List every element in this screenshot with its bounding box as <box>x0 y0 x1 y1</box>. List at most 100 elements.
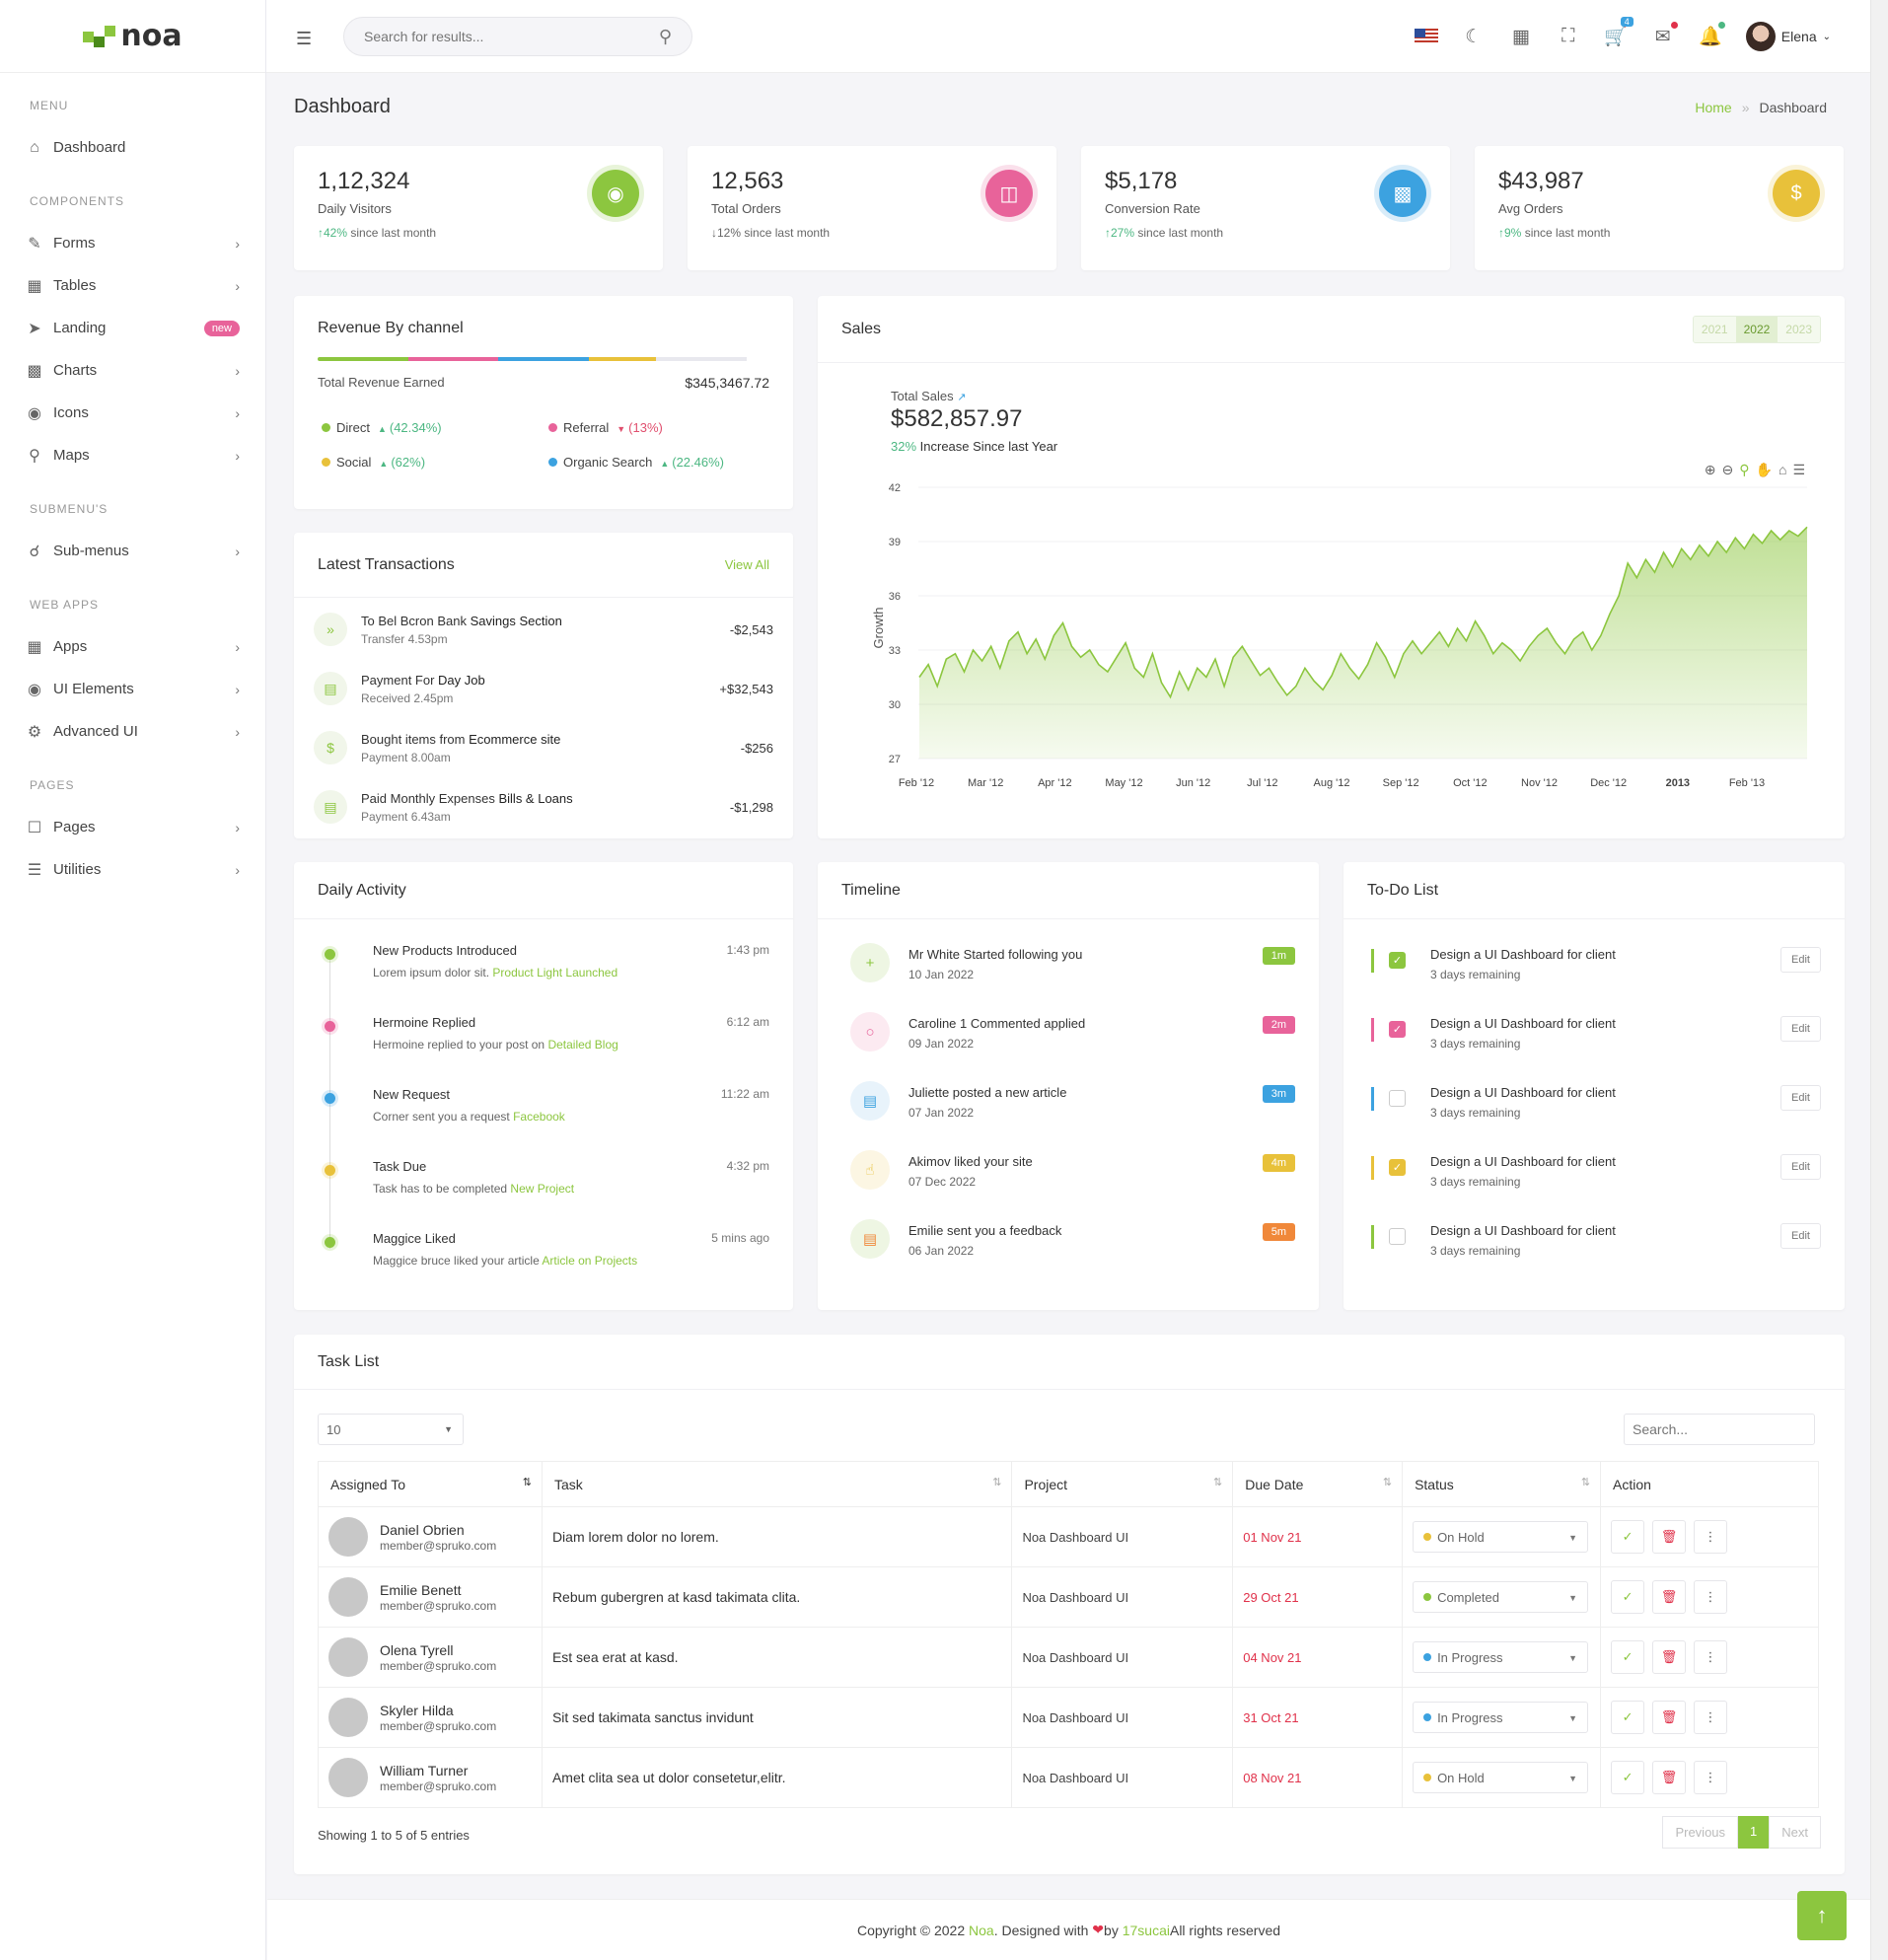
sidebar-item-maps[interactable]: ⚲ Maps › <box>0 434 265 476</box>
todo-edit-button[interactable]: Edit <box>1780 1016 1821 1042</box>
selection-zoom-icon[interactable]: ⚲ <box>1739 462 1750 477</box>
transaction-item[interactable]: ▤ Payment For Day Job Received 2.45pm +$32,… <box>294 659 793 718</box>
todo-edit-button[interactable]: Edit <box>1780 1085 1821 1111</box>
notifications-bell-icon[interactable]: 🔔 <box>1699 22 1725 48</box>
delete-trash-icon[interactable]: 🗑 <box>1652 1520 1687 1554</box>
status-select[interactable]: In Progress ▼ <box>1413 1641 1589 1673</box>
footer-brand-link[interactable]: Noa <box>969 1922 994 1938</box>
sidebar-item-charts[interactable]: ▩ Charts › <box>0 349 265 392</box>
delete-trash-icon[interactable]: 🗑 <box>1652 1640 1687 1674</box>
column-header[interactable]: Action <box>1600 1461 1819 1507</box>
column-header[interactable]: Status ⇅ <box>1402 1461 1602 1507</box>
sidebar-item-tables[interactable]: ▦ Tables › <box>0 264 265 307</box>
sort-arrows-icon[interactable]: ⇅ <box>522 1477 532 1488</box>
delete-trash-icon[interactable]: 🗑 <box>1652 1580 1687 1614</box>
todo-edit-button[interactable]: Edit <box>1780 1154 1821 1180</box>
column-header[interactable]: Assigned To ⇅ <box>318 1461 543 1507</box>
checkbox-unchecked-icon[interactable] <box>1389 1228 1406 1245</box>
pagination-previous[interactable]: Previous <box>1662 1816 1739 1849</box>
logo[interactable]: noa <box>0 0 265 73</box>
task-name: Sit sed takimata sanctus invidunt <box>551 1709 754 1725</box>
apps-grid-icon[interactable]: ▦ <box>1511 26 1530 47</box>
view-all-link[interactable]: View All <box>724 557 769 572</box>
user-plus-icon: + <box>850 943 890 982</box>
year-tab-2021[interactable]: 2021 <box>1693 316 1736 342</box>
checkbox-unchecked-icon[interactable] <box>1389 1090 1406 1107</box>
more-vertical-icon[interactable]: ⋮ <box>1694 1580 1728 1614</box>
sort-arrows-icon[interactable]: ⇅ <box>992 1477 1002 1488</box>
breadcrumb-home[interactable]: Home <box>1695 100 1732 115</box>
fullscreen-icon[interactable]: ⛶ <box>1561 26 1575 46</box>
column-header[interactable]: Due Date ⇅ <box>1232 1461 1404 1507</box>
language-flag-icon[interactable] <box>1414 25 1438 48</box>
approve-check-icon[interactable]: ✓ <box>1611 1701 1645 1734</box>
checkbox-checked-icon[interactable]: ✓ <box>1389 1021 1406 1038</box>
sidebar-item-advanced-ui[interactable]: ⚙ Advanced UI › <box>0 710 265 753</box>
todo-edit-button[interactable]: Edit <box>1780 1223 1821 1249</box>
sidebar-item-ui-elements[interactable]: ◉ UI Elements › <box>0 668 265 710</box>
checkbox-checked-icon[interactable]: ✓ <box>1389 952 1406 969</box>
delete-trash-icon[interactable]: 🗑 <box>1652 1761 1687 1794</box>
activity-link[interactable]: Article on Projects <box>542 1254 638 1268</box>
table-search-input[interactable] <box>1624 1414 1815 1445</box>
chart-menu-icon[interactable]: ☰ <box>1792 462 1805 477</box>
sidebar-item-forms[interactable]: ✎ Forms › <box>0 222 265 264</box>
zoom-out-icon[interactable]: ⊖ <box>1721 462 1734 477</box>
approve-check-icon[interactable]: ✓ <box>1611 1520 1645 1554</box>
sort-arrows-icon[interactable]: ⇅ <box>1213 1477 1223 1488</box>
column-header[interactable]: Project ⇅ <box>1011 1461 1234 1507</box>
sidebar-item-sub-menus[interactable]: ☌ Sub-menus › <box>0 530 265 572</box>
column-header[interactable]: Task ⇅ <box>541 1461 1013 1507</box>
approve-check-icon[interactable]: ✓ <box>1611 1640 1645 1674</box>
page-scrollbar[interactable] <box>1870 0 1888 1960</box>
cart-icon[interactable]: 🛒 4 <box>1604 17 1634 48</box>
more-vertical-icon[interactable]: ⋮ <box>1694 1520 1728 1554</box>
year-tab-2023[interactable]: 2023 <box>1778 316 1820 342</box>
footer-author-link[interactable]: 17sucai <box>1122 1922 1170 1938</box>
messages-icon[interactable]: ✉ <box>1651 22 1678 48</box>
page-size-select[interactable]: 10 ▼ <box>318 1414 464 1445</box>
sidebar-item-landing[interactable]: ➤ Landing new <box>0 307 265 349</box>
sidebar-item-pages[interactable]: ☐ Pages › <box>0 806 265 848</box>
sidebar-item-apps[interactable]: ▦ Apps › <box>0 625 265 668</box>
transaction-item[interactable]: ▤ Paid Monthly Expenses Bills & Loans Paym… <box>294 777 793 836</box>
status-select[interactable]: On Hold ▼ <box>1413 1521 1589 1553</box>
user-menu[interactable]: Elena ⌄ <box>1745 22 1831 51</box>
checkbox-checked-icon[interactable]: ✓ <box>1389 1159 1406 1176</box>
year-tab-2022[interactable]: 2022 <box>1735 316 1779 342</box>
sort-arrows-icon[interactable]: ⇅ <box>1382 1477 1393 1488</box>
sidebar-item-utilities[interactable]: ☰ Utilities › <box>0 848 265 891</box>
activity-link[interactable]: New Project <box>510 1182 575 1196</box>
sort-arrows-icon[interactable]: ⇅ <box>1580 1477 1591 1488</box>
approve-check-icon[interactable]: ✓ <box>1611 1580 1645 1614</box>
dark-mode-moon-icon[interactable]: ☾ <box>1465 26 1483 47</box>
reset-home-icon[interactable]: ⌂ <box>1778 462 1787 477</box>
zoom-in-icon[interactable]: ⊕ <box>1704 462 1716 477</box>
more-vertical-icon[interactable]: ⋮ <box>1694 1701 1728 1734</box>
transaction-item[interactable]: » To Bel Bcron Bank Savings Section Transf… <box>294 600 793 659</box>
activity-link[interactable]: Product Light Launched <box>492 966 618 980</box>
todo-edit-button[interactable]: Edit <box>1780 947 1821 973</box>
delete-trash-icon[interactable]: 🗑 <box>1652 1701 1687 1734</box>
pan-hand-icon[interactable]: ✋ <box>1755 462 1773 477</box>
status-select[interactable]: In Progress ▼ <box>1413 1702 1589 1733</box>
back-to-top-arrow-icon[interactable]: ↑ <box>1797 1891 1847 1940</box>
approve-check-icon[interactable]: ✓ <box>1611 1761 1645 1794</box>
sidebar-item-dashboard[interactable]: ⌂ Dashboard <box>0 126 265 169</box>
pagination-page-1[interactable]: 1 <box>1738 1816 1770 1849</box>
project-name: Noa Dashboard UI <box>1022 1530 1129 1545</box>
search-icon[interactable]: ⚲ <box>658 26 672 46</box>
status-select[interactable]: On Hold ▼ <box>1413 1762 1589 1793</box>
activity-link[interactable]: Detailed Blog <box>547 1038 618 1052</box>
activity-link[interactable]: Facebook <box>513 1110 565 1124</box>
more-vertical-icon[interactable]: ⋮ <box>1694 1761 1728 1794</box>
search-input[interactable] <box>364 29 659 44</box>
pagination-next[interactable]: Next <box>1769 1816 1821 1849</box>
stat-label: Total Orders <box>711 201 781 216</box>
more-vertical-icon[interactable]: ⋮ <box>1694 1640 1728 1674</box>
sidebar-item-icons[interactable]: ◉ Icons › <box>0 392 265 434</box>
transaction-item[interactable]: $ Bought items from Ecommerce site Payment… <box>294 718 793 777</box>
menu-toggle-icon[interactable]: ☰ <box>296 29 313 48</box>
status-select[interactable]: Completed ▼ <box>1413 1581 1589 1613</box>
activity-title: Maggice Liked <box>373 1231 456 1246</box>
